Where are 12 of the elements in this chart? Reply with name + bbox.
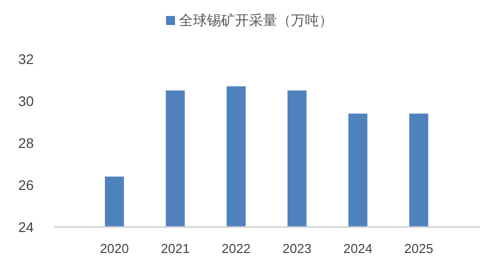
x-tick-label: 2023	[282, 241, 312, 256]
y-tick-label: 26	[18, 177, 34, 193]
y-tick-label: 32	[18, 51, 34, 67]
x-tick-label: 2024	[343, 241, 372, 256]
x-tick-label: 2020	[100, 241, 129, 256]
y-tick-label: 30	[18, 93, 34, 109]
x-tick-label: 2021	[160, 241, 190, 256]
y-tick-label: 28	[18, 135, 34, 151]
x-tick-label: 2025	[404, 241, 434, 256]
x-tick-label: 2022	[222, 241, 251, 256]
y-tick-label: 24	[18, 219, 34, 235]
legend-label: 全球锡矿开采量（万吨）	[179, 12, 333, 28]
